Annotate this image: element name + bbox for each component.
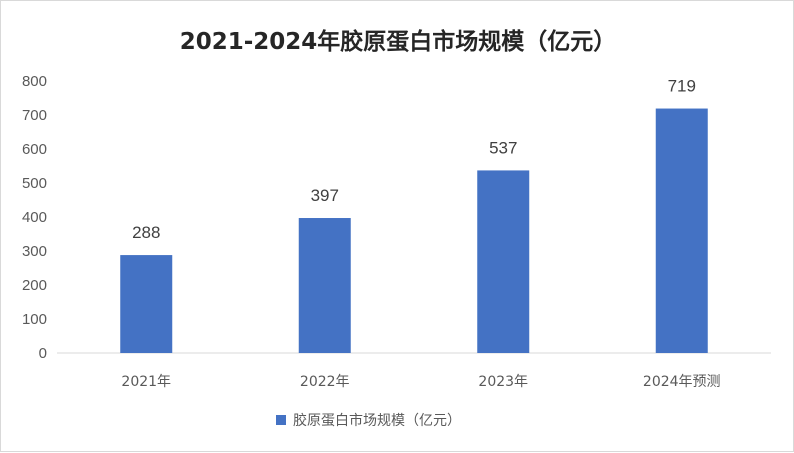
y-axis-ticks: 0 100 200 300 400 500 600 700 800 [22, 73, 47, 362]
y-tick-label: 600 [22, 141, 47, 158]
legend-swatch [276, 415, 286, 425]
legend-label: 胶原蛋白市场规模（亿元） [293, 412, 461, 429]
bar [477, 170, 530, 353]
data-label: 288 [132, 223, 160, 242]
y-tick-label: 500 [22, 175, 47, 192]
data-label: 537 [489, 138, 517, 157]
bar [120, 255, 173, 353]
y-tick-label: 200 [22, 277, 47, 294]
y-tick-label: 100 [22, 311, 47, 328]
chart-title: 2021-2024年胶原蛋白市场规模（亿元） [180, 28, 617, 55]
data-label: 397 [311, 186, 339, 205]
bar-series [120, 108, 708, 353]
x-tick-label: 2021年 [121, 374, 171, 390]
data-label: 719 [668, 77, 696, 96]
legend: 胶原蛋白市场规模（亿元） [276, 412, 461, 429]
x-tick-label: 2022年 [300, 374, 350, 390]
y-tick-label: 400 [22, 209, 47, 226]
y-tick-label: 800 [22, 73, 47, 90]
y-tick-label: 0 [39, 345, 47, 362]
x-tick-label: 2024年预测 [643, 374, 721, 390]
bar [655, 108, 708, 353]
y-tick-label: 700 [22, 107, 47, 124]
x-axis-labels: 2021年 2022年 2023年 2024年预测 [121, 374, 720, 390]
bar [298, 218, 351, 353]
x-tick-label: 2023年 [478, 374, 528, 390]
y-tick-label: 300 [22, 243, 47, 260]
data-labels: 288 397 537 719 [132, 77, 696, 243]
